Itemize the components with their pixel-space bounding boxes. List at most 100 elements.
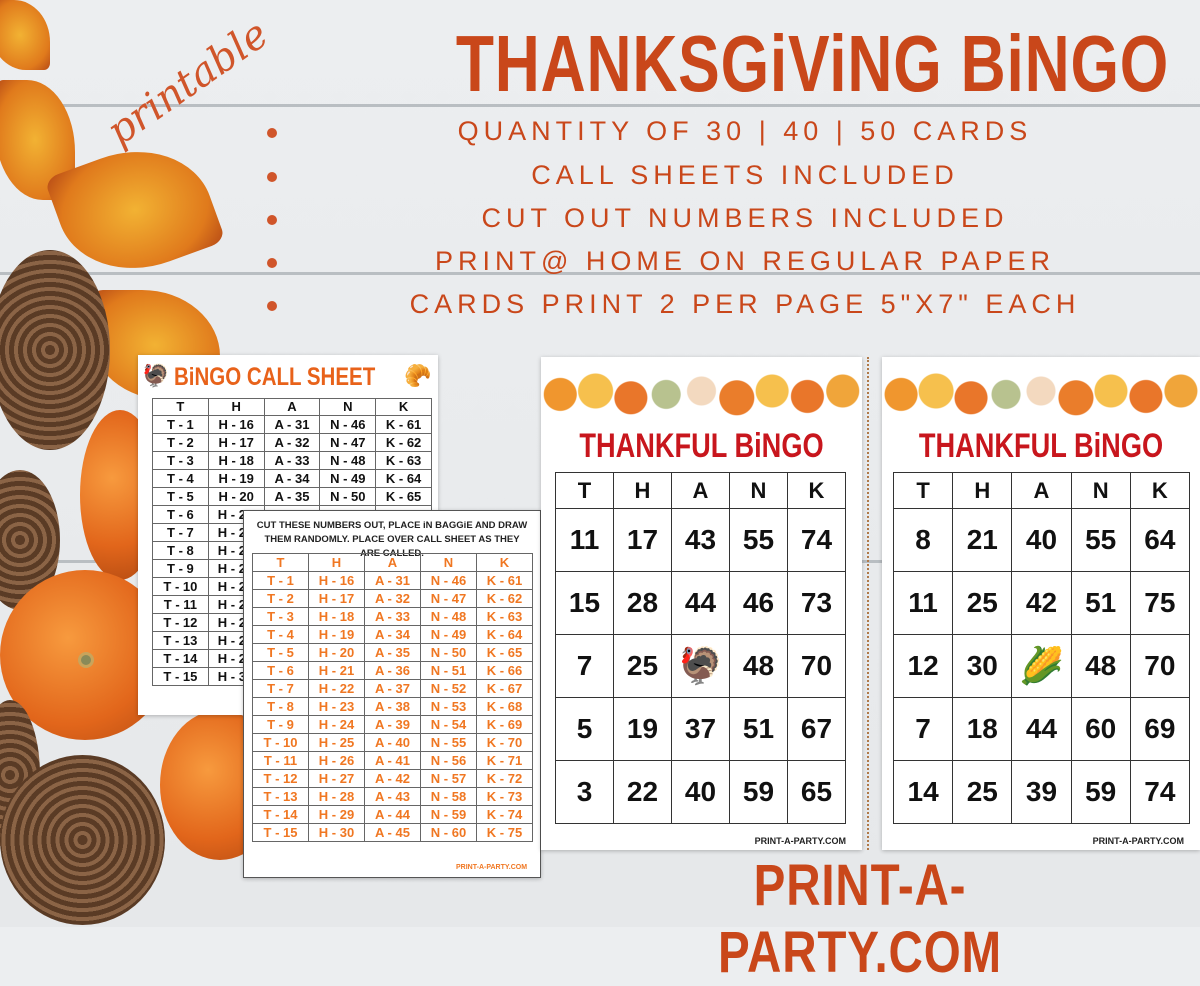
card-number: 51 [729, 697, 788, 761]
card-number: 25 [952, 760, 1013, 824]
page-title: THANKSGiViNG BiNGO [455, 19, 1170, 108]
card-number: 30 [952, 634, 1013, 698]
floral-banner [541, 357, 862, 425]
table-cell: T - 12 [252, 769, 309, 788]
table-cell: N - 60 [420, 823, 477, 842]
card-row: 14 25 39 59 74 [892, 760, 1191, 824]
card-number: 40 [1011, 508, 1072, 572]
floral-banner [882, 357, 1200, 425]
table-cell: H - 16 [207, 415, 265, 434]
column-header: N [1070, 472, 1131, 509]
column-header: K [787, 472, 846, 509]
table-cell: T - 14 [252, 805, 309, 824]
card-number: 5 [555, 697, 614, 761]
table-cell: N - 57 [420, 769, 477, 788]
table-cell: K - 63 [375, 451, 432, 470]
table-row: T - 11 H - 26 A - 41 N - 56 K - 71 [252, 751, 533, 770]
card-number: 67 [787, 697, 846, 761]
card-number: 74 [787, 508, 846, 572]
table-cell: T - 10 [152, 577, 209, 596]
partial-cell-text: H - 25 [217, 579, 248, 594]
table-cell: N - 49 [420, 625, 477, 644]
table-cell: A - 36 [364, 661, 421, 680]
table-row: T - 10 H - 25 A - 40 N - 55 K - 70 [252, 733, 533, 752]
table-cell: A - 41 [364, 751, 421, 770]
cornucopia-icon: 🥐 [404, 363, 432, 388]
table-cell: N - 54 [420, 715, 477, 734]
card-row: 7 25 🦃 48 70 [555, 634, 846, 698]
card-number: 3 [555, 760, 614, 824]
table-cell: N - 48 [420, 607, 477, 626]
table-cell: A - 34 [364, 625, 421, 644]
free-space: 🦃 [671, 634, 730, 698]
card-number: 60 [1070, 697, 1131, 761]
column-header: K [1129, 472, 1191, 509]
bingo-grid: T H A N K 11 17 43 55 74 15 28 44 46 73 7 25 🦃 48 70 5 19 37 51… [555, 472, 846, 824]
site-url: PRINT-A-PARTY.COM [718, 853, 1002, 985]
column-header: A [671, 472, 730, 509]
table-cell: T - 4 [152, 469, 209, 488]
cut-line-divider [867, 357, 869, 850]
table-cell: H - 19 [308, 625, 365, 644]
table-cell: H - 18 [308, 607, 365, 626]
table-cell: A - 35 [364, 643, 421, 662]
table-cell: N - 50 [420, 643, 477, 662]
feature-line: CALL SHEETS INCLUDED [531, 160, 959, 190]
partial-cell-text: H - 29 [217, 651, 248, 666]
table-cell: N - 58 [420, 787, 477, 806]
card-number: 7 [892, 697, 954, 761]
table-cell: K - 61 [375, 415, 432, 434]
printable-script-label: printable [98, 11, 277, 155]
table-cell: N - 46 [319, 415, 377, 434]
card-title: THANKFUL BiNGO [918, 427, 1164, 465]
table-cell: N - 48 [319, 451, 377, 470]
card-number: 48 [1070, 634, 1131, 698]
card-number: 19 [613, 697, 672, 761]
bingo-card: THANKFUL BiNGO T H A N K 11 17 43 55 74 15 28 44 46 73 7… [541, 357, 862, 850]
table-cell: N - 47 [420, 589, 477, 608]
plank-line [0, 272, 1200, 275]
maple-leaf-decoration [0, 0, 50, 70]
card-number: 28 [613, 571, 672, 635]
table-cell: A - 31 [263, 415, 321, 434]
card-number: 15 [555, 571, 614, 635]
table-cell: H - 23 [308, 697, 365, 716]
feature-line: CUT OUT NUMBERS INCLUDED [481, 203, 1009, 233]
card-number: 55 [1070, 508, 1131, 572]
table-cell: H - 21 [308, 661, 365, 680]
card-number: 14 [892, 760, 954, 824]
column-header: N [729, 472, 788, 509]
table-row: T - 12 H - 27 A - 42 N - 57 K - 72 [252, 769, 533, 788]
column-header: A [1011, 472, 1072, 509]
partial-cell-text: H - 24 [217, 561, 248, 576]
table-cell: H - 30 [308, 823, 365, 842]
table-cell: A - 32 [364, 589, 421, 608]
column-header: H [613, 472, 672, 509]
table-cell: T - 11 [152, 595, 209, 614]
table-cell: N - 46 [420, 571, 477, 590]
pumpkin-stem [78, 652, 94, 668]
card-row: 15 28 44 46 73 [555, 571, 846, 635]
card-number: 17 [613, 508, 672, 572]
table-cell: T - 6 [152, 505, 209, 524]
table-cell: H - 29 [308, 805, 365, 824]
table-cell: H - 20 [207, 487, 265, 506]
table-cell: N - 49 [319, 469, 377, 488]
cut-sheet-footer: PRINT-A-PARTY.COM [456, 864, 528, 871]
column-header: T [892, 472, 954, 509]
card-number: 74 [1129, 760, 1191, 824]
column-header: T [152, 398, 209, 416]
table-cell: A - 37 [364, 679, 421, 698]
table-cell: K - 74 [476, 805, 533, 824]
